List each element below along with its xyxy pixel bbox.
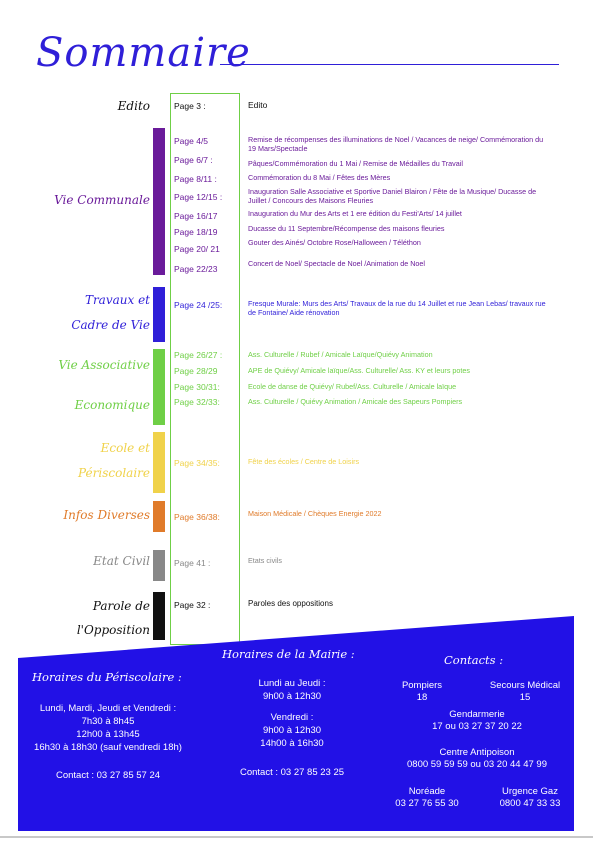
vc-desc-6: Ducasse du 11 Septembre/Récompense des m… bbox=[248, 224, 445, 233]
edito-page: Page 3 : bbox=[174, 101, 206, 111]
section-bar-travaux bbox=[153, 287, 165, 342]
va-desc-1: Ass. Culturelle / Rubef / Amicale Laïque… bbox=[248, 350, 433, 359]
vc-desc-2: Pâques/Commémoration du 1 Mai / Remise d… bbox=[248, 159, 463, 168]
gaz-number: 0800 47 33 33 bbox=[499, 798, 561, 809]
antipoison-label: Centre Antipoison bbox=[439, 747, 515, 758]
parole-desc: Paroles des oppositions bbox=[248, 599, 333, 608]
section-bar-vie-associative bbox=[153, 349, 165, 425]
mairie-title: Horaires de la Mairie : bbox=[222, 647, 355, 661]
va-desc-2: APE de Quiévy/ Amicale laïque/Ass. Cultu… bbox=[248, 366, 470, 375]
va-desc-4: Ass. Culturelle / Quiévy Animation / Ami… bbox=[248, 397, 463, 406]
infos-desc: Maison Médicale / Chèques Energie 2022 bbox=[248, 509, 382, 518]
page-title: Sommaire bbox=[36, 30, 251, 76]
mairie-slot-2: 9h00 à 12h30 bbox=[262, 725, 322, 736]
section-label-edito: Edito bbox=[117, 99, 150, 113]
etat-civil-page: Page 41 : bbox=[174, 558, 211, 568]
section-bar-infos bbox=[153, 501, 165, 532]
periscolaire-slot-1: 7h30 à 8h45 bbox=[81, 716, 135, 727]
section-label-vie-communale: Vie Communale bbox=[54, 193, 150, 207]
section-label-parole-1: Parole de bbox=[92, 599, 150, 613]
vc-page-3: Page 8/11 : bbox=[174, 174, 217, 184]
ecole-desc: Fête des écoles / Centre de Loisirs bbox=[248, 457, 360, 466]
title-underline bbox=[220, 64, 559, 65]
va-desc-3: Ecole de danse de Quiévy/ Rubef/Ass. Cul… bbox=[248, 382, 457, 391]
parole-page: Page 32 : bbox=[174, 600, 211, 610]
section-bar-etat-civil bbox=[153, 550, 165, 581]
travaux-desc: Fresque Murale: Murs des Arts/ Travaux d… bbox=[248, 299, 546, 317]
antipoison-number: 0800 59 59 59 ou 03 20 44 47 99 bbox=[407, 759, 547, 770]
mairie-slot-1: 9h00 à 12h30 bbox=[262, 691, 322, 702]
infos-page: Page 36/38: bbox=[174, 512, 220, 522]
section-bar-parole bbox=[153, 592, 165, 640]
ecole-page: Page 34/35: bbox=[174, 458, 220, 468]
mairie-contact: Contact : 03 27 85 23 25 bbox=[239, 767, 345, 778]
section-label-travaux-1: Travaux et bbox=[84, 293, 150, 307]
vc-page-2: Page 6/7 : bbox=[174, 155, 213, 165]
section-label-vie-associative-1: Vie Associative bbox=[58, 358, 150, 372]
gaz-label: Urgence Gaz bbox=[502, 786, 558, 797]
va-page-2: Page 28/29 bbox=[174, 366, 218, 376]
pompiers-label: Pompiers bbox=[401, 680, 443, 691]
va-page-1: Page 26/27 : bbox=[174, 350, 223, 360]
mairie-days-1: Lundi au Jeudi : bbox=[258, 678, 326, 689]
gendarmerie-label: Gendarmerie bbox=[449, 709, 505, 720]
page-bottom-rule bbox=[0, 836, 593, 838]
edito-desc: Edito bbox=[248, 100, 268, 110]
section-label-infos: Infos Diverses bbox=[63, 508, 150, 522]
vc-page-4: Page 12/15 : bbox=[174, 192, 223, 202]
vc-page-5: Page 16/17 bbox=[174, 211, 218, 221]
mairie-slot-3: 14h00 à 16h30 bbox=[260, 738, 324, 749]
section-label-parole-2: l'Opposition bbox=[76, 623, 150, 637]
contacts-title: Contacts : bbox=[444, 653, 504, 667]
vc-desc-1: Remise de récompenses des illuminations … bbox=[248, 135, 544, 153]
etat-civil-desc: Etats civils bbox=[248, 556, 282, 565]
periscolaire-contact: Contact : 03 27 85 57 24 bbox=[55, 770, 161, 781]
section-label-travaux-2: Cadre de Vie bbox=[71, 318, 150, 332]
vc-desc-4: Inauguration Salle Associative et Sporti… bbox=[248, 187, 537, 205]
vc-page-1: Page 4/5 bbox=[174, 136, 209, 146]
secours-label: Secours Médical bbox=[489, 680, 561, 691]
vc-desc-7: Gouter des Ainés/ Octobre Rose/Halloween… bbox=[248, 238, 421, 247]
travaux-page: Page 24 /25: bbox=[174, 300, 223, 310]
noreade-label: Noréade bbox=[408, 786, 446, 797]
gendarmerie-number: 17 ou 03 27 37 20 22 bbox=[432, 721, 522, 732]
periscolaire-title: Horaires du Périscolaire : bbox=[32, 670, 182, 684]
vc-page-7: Page 20/ 21 bbox=[174, 244, 220, 254]
noreade-number: 03 27 76 55 30 bbox=[395, 798, 459, 809]
mairie-days-2: Vendredi : bbox=[270, 712, 314, 723]
periscolaire-slot-3: 16h30 à 18h30 (sauf vendredi 18h) bbox=[34, 742, 182, 753]
section-bar-vie-communale bbox=[153, 128, 165, 275]
vc-page-8: Page 22/23 bbox=[174, 264, 218, 274]
periscolaire-slot-2: 12h00 à 13h45 bbox=[76, 729, 140, 740]
vc-desc-8: Concert de Noel/ Spectacle de Noel /Anim… bbox=[248, 259, 425, 268]
section-label-ecole-1: Ecole et bbox=[100, 441, 150, 455]
periscolaire-days: Lundi, Mardi, Jeudi et Vendredi : bbox=[39, 703, 177, 714]
section-label-ecole-2: Périscolaire bbox=[78, 466, 150, 480]
section-label-vie-associative-2: Economique bbox=[74, 398, 150, 412]
section-bar-ecole bbox=[153, 432, 165, 493]
section-label-etat-civil: Etat Civil bbox=[93, 554, 150, 568]
pompiers-number: 18 bbox=[416, 692, 428, 703]
vc-page-6: Page 18/19 bbox=[174, 227, 218, 237]
secours-number: 15 bbox=[519, 692, 531, 703]
va-page-4: Page 32/33: bbox=[174, 397, 220, 407]
va-page-3: Page 30/31: bbox=[174, 382, 220, 392]
vc-desc-3: Commémoration du 8 Mai / Fêtes des Mères bbox=[248, 173, 391, 182]
vc-desc-5: Inauguration du Mur des Arts et 1 ere éd… bbox=[248, 209, 462, 218]
